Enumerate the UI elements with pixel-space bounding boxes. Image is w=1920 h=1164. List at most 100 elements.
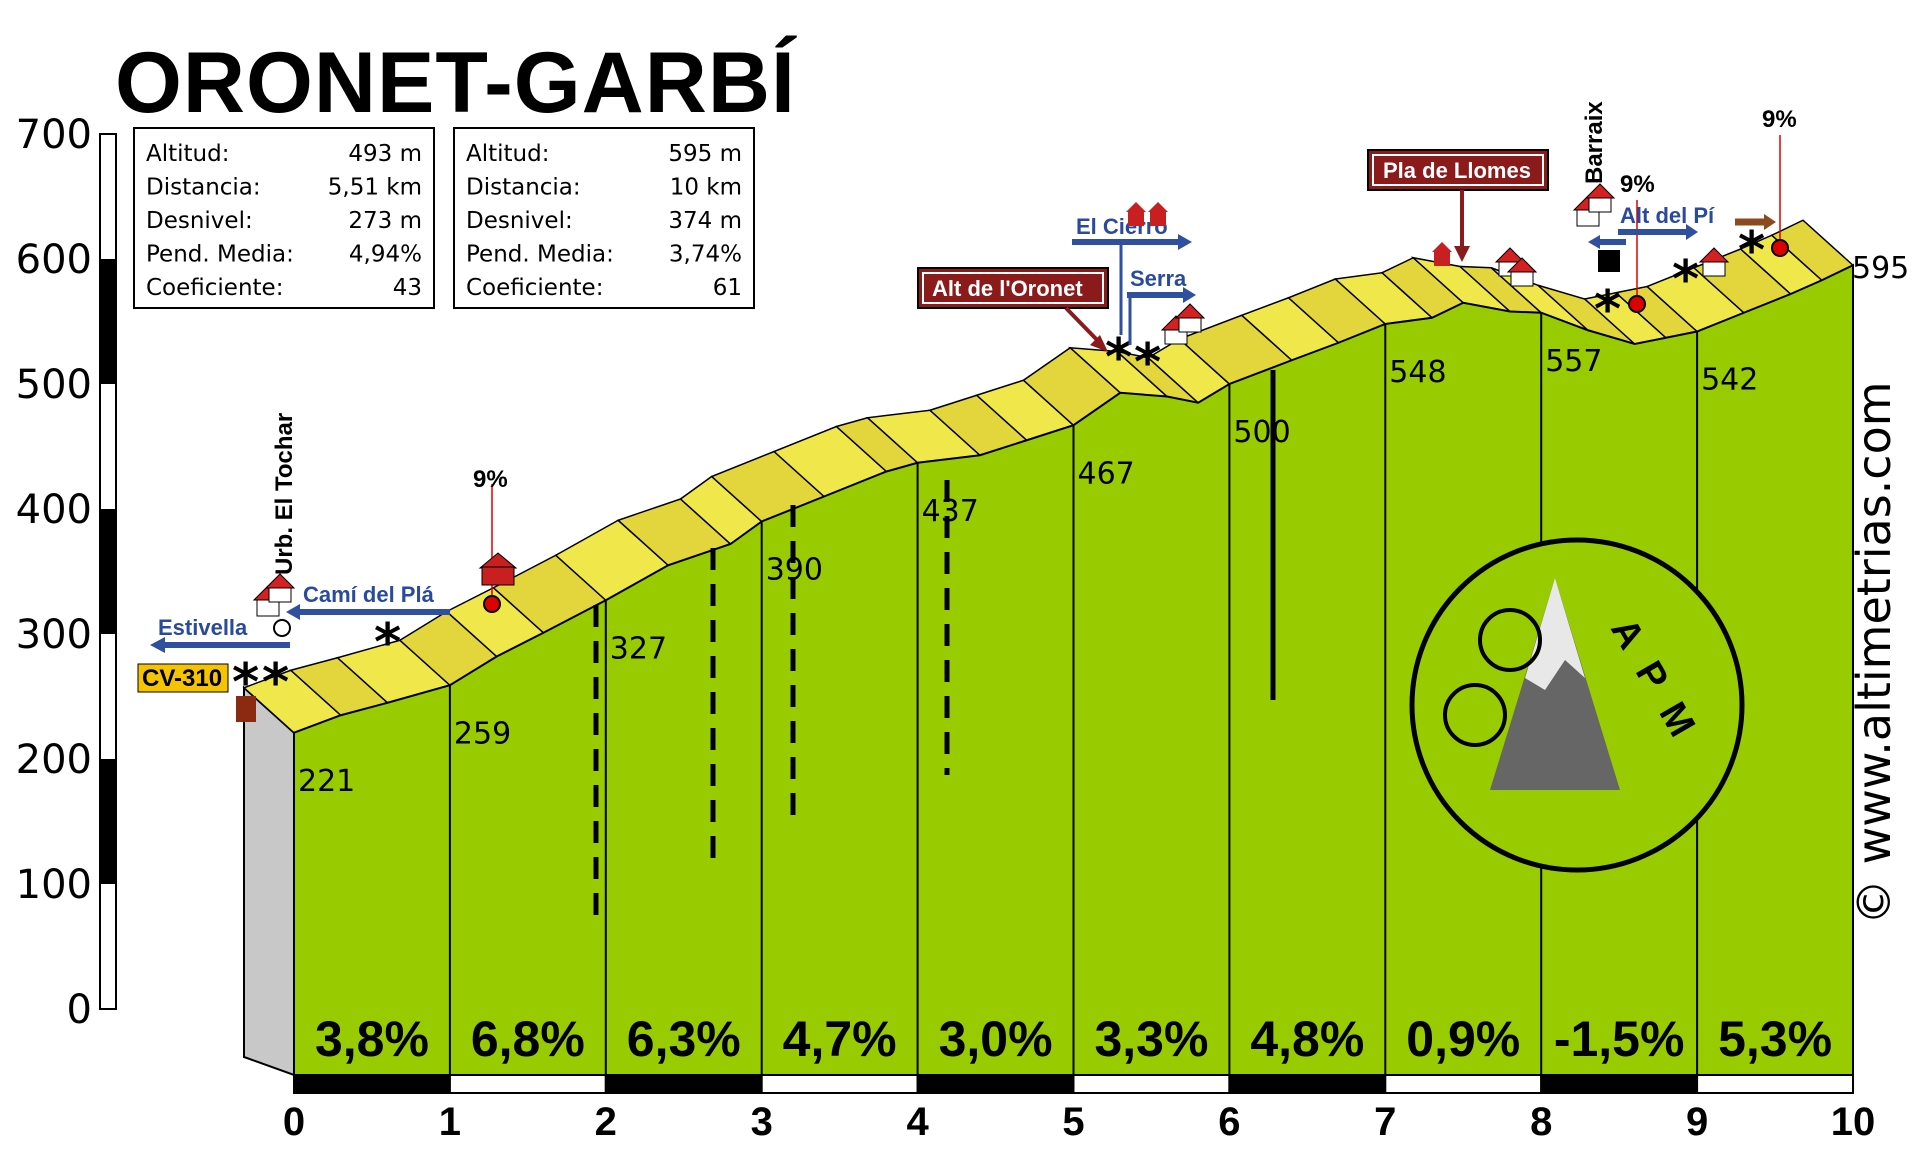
km-altitude-label: 500: [1233, 415, 1290, 450]
site-credit: © www.altimetrias.com: [1847, 381, 1901, 925]
info-label: Pend. Media:: [146, 242, 294, 268]
grad-marker-3: 9%: [1762, 106, 1797, 133]
scale-segment: [1072, 1074, 1231, 1094]
segment-gradient-label: 5,3%: [1718, 1011, 1832, 1067]
info-label: Desnivel:: [466, 208, 573, 234]
km-dividers: [448, 312, 1699, 1075]
info-label: Distancia:: [146, 175, 261, 201]
y-tick-label: 400: [16, 487, 92, 533]
y-tick-label: 300: [16, 612, 92, 658]
segment-gradient-label: 4,7%: [783, 1011, 897, 1067]
info-label: Pend. Media:: [466, 242, 614, 268]
info-label: Altitud:: [466, 141, 549, 167]
house-icon: [252, 573, 296, 617]
scale-segment: [916, 1074, 1075, 1094]
label-cami-del-pla: Camí del Plá: [303, 582, 435, 607]
star-icon: *: [232, 653, 259, 713]
info-label: Distancia:: [466, 175, 581, 201]
star-icon: *: [1105, 328, 1132, 388]
km-altitude-label: 221: [298, 764, 355, 799]
segment-gradient-label: 6,8%: [471, 1011, 585, 1067]
info-box: [133, 127, 435, 309]
scale-segment: [1540, 1074, 1699, 1094]
star-icon: *: [1738, 221, 1765, 281]
grad-marker-2: 9%: [1620, 171, 1655, 198]
scale-segment: [760, 1074, 919, 1094]
segment-gradient-label: 3,8%: [315, 1011, 429, 1067]
info-value: 374 m: [668, 208, 742, 234]
label-serra: Serra: [1130, 266, 1187, 291]
km-altitude-label: 437: [922, 494, 979, 529]
x-tick-label: 1: [439, 1100, 461, 1144]
summit-altitude: 595: [1852, 251, 1909, 286]
x-tick-label: 2: [595, 1100, 617, 1144]
scale-segment: [604, 1074, 763, 1094]
house-icon: [1494, 247, 1538, 287]
x-tick-label: 6: [1218, 1100, 1240, 1144]
info-value: 4,94%: [349, 242, 422, 268]
info-label: Desnivel:: [146, 208, 253, 234]
label-estivella: Estivella: [158, 615, 248, 640]
house-icon: [1160, 303, 1206, 345]
house-icon: [1698, 247, 1730, 277]
x-tick-label: 3: [751, 1100, 773, 1144]
info-boxes: Altitud: 493 m Distancia: 5,51 km Desnivel: 2…: [133, 127, 755, 309]
info-value: 61: [713, 275, 742, 301]
info-value: 43: [393, 275, 422, 301]
y-tick-label: 500: [16, 362, 92, 408]
info-label: Altitud:: [146, 141, 229, 167]
km-altitude-label: 548: [1389, 355, 1446, 390]
road-label-cv310: CV-310: [142, 665, 222, 692]
scale-segment: [1228, 1074, 1387, 1094]
barn-icon: [478, 552, 518, 586]
km-scale-bar: [293, 1074, 1854, 1094]
restaurant-icon: [1432, 242, 1452, 266]
y-tick-label: 600: [16, 237, 92, 283]
info-value: 10 km: [670, 175, 742, 201]
x-tick-label: 5: [1062, 1100, 1084, 1144]
x-tick-label: 10: [1831, 1100, 1876, 1144]
chart-title: ORONET-GARBÍ: [115, 35, 797, 131]
y-axis: 0 100 200 300 400 500 600 700: [16, 112, 117, 1033]
x-tick-label: 4: [906, 1100, 929, 1144]
apm-logo: APM: [1409, 537, 1745, 873]
km-altitude-label: 467: [1078, 456, 1135, 491]
scale-segment: [293, 1074, 451, 1094]
info-label: Coeficiente:: [146, 275, 283, 301]
info-value: 3,74%: [669, 242, 742, 268]
x-tick-label: 7: [1374, 1100, 1396, 1144]
label-barraix: Barraix: [1581, 101, 1608, 184]
km-altitude-label: 327: [610, 631, 667, 666]
label-alt-del-pi: Alt del Pí: [1620, 203, 1715, 228]
km-altitude-label: 259: [454, 716, 511, 751]
profile-base: [243, 685, 295, 1077]
star-icon: *: [1134, 333, 1161, 393]
sign-alt-oronet: Alt de l'Oronet: [932, 276, 1083, 301]
star-icon: *: [1672, 250, 1699, 310]
label-urb-tochar: Urb. El Tochar: [271, 413, 298, 575]
x-tick-label: 9: [1686, 1100, 1708, 1144]
house-icon: [1572, 183, 1616, 227]
sign-pla-llomes: Pla de Llomes: [1383, 158, 1531, 183]
y-tick-label: 200: [16, 737, 92, 783]
restaurant-icon: [1126, 202, 1168, 226]
landmark-lines: [593, 370, 1276, 924]
info-box: [453, 127, 755, 309]
info-value: 493 m: [348, 141, 422, 167]
y-tick-label: 0: [67, 987, 92, 1033]
info-value: 5,51 km: [328, 175, 422, 201]
star-icon: *: [1594, 280, 1621, 340]
star-icon: *: [374, 613, 401, 673]
info-value: 595 m: [668, 141, 742, 167]
x-tick-label: 0: [283, 1100, 305, 1144]
y-tick-label: 700: [16, 112, 92, 158]
segment-gradient-label: 3,3%: [1094, 1011, 1208, 1067]
km-altitude-label: 557: [1545, 344, 1602, 379]
scale-segment: [1384, 1074, 1543, 1094]
x-tick-label: 8: [1530, 1100, 1552, 1144]
annotations: CV-310 Estivella Camí del Plá Urb. El To…: [137, 101, 1797, 722]
segment-gradient-label: 4,8%: [1250, 1011, 1364, 1067]
info-value: 273 m: [348, 208, 422, 234]
star-icon: *: [262, 653, 289, 713]
